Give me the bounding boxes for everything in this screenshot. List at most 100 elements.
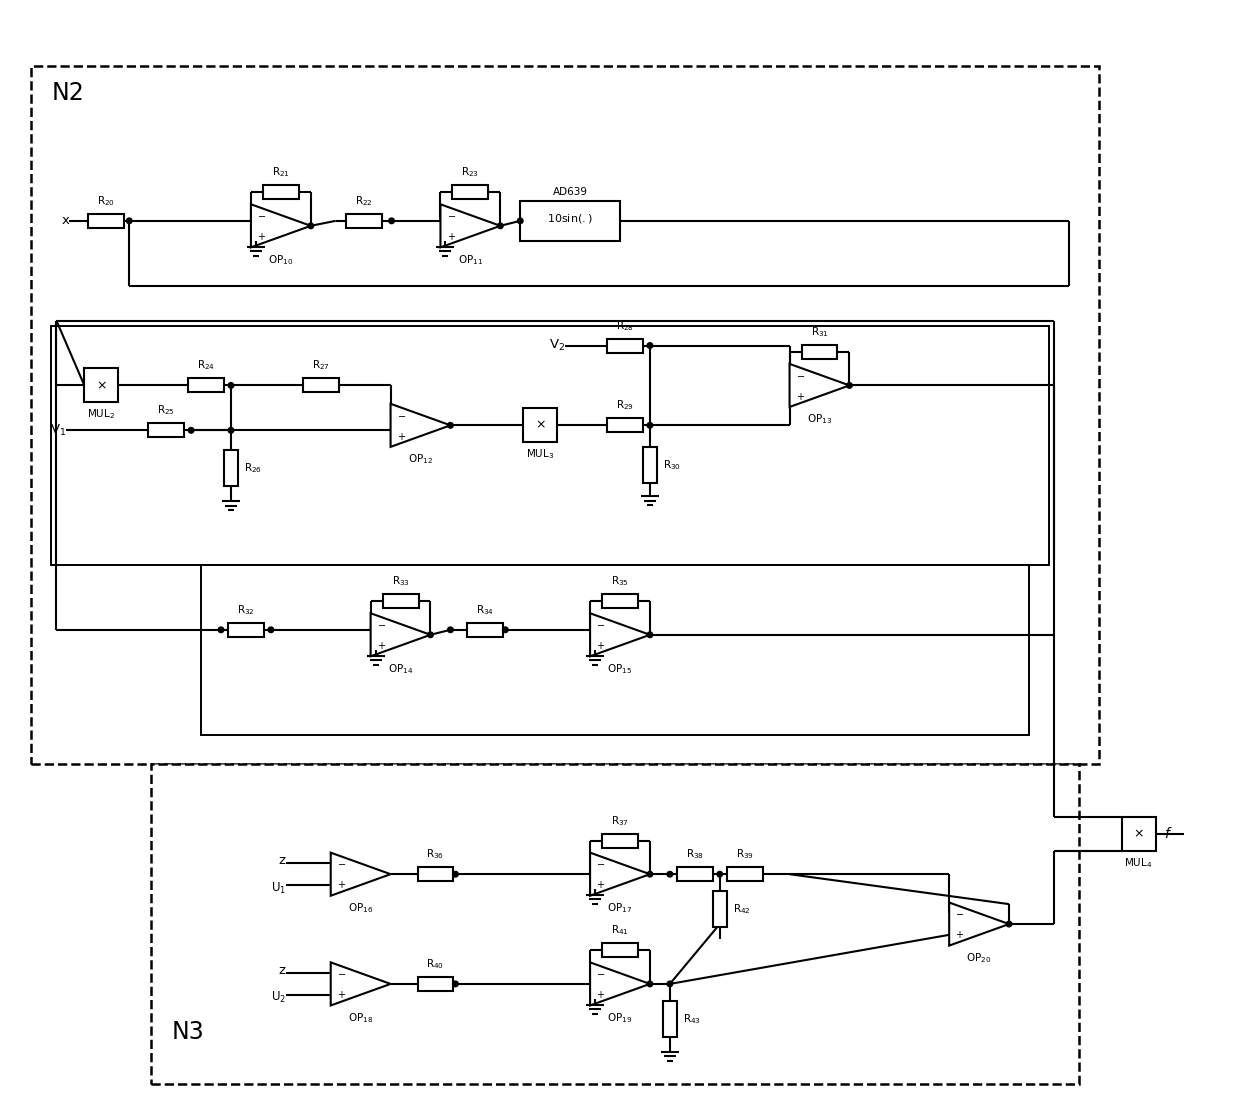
Bar bbox=[31, 66, 1099, 765]
Text: $-$: $-$ bbox=[446, 210, 456, 220]
Text: $\times$: $\times$ bbox=[1133, 828, 1145, 841]
Bar bbox=[201, 565, 1029, 735]
Circle shape bbox=[1006, 922, 1012, 927]
Text: $-$: $-$ bbox=[796, 370, 805, 380]
Circle shape bbox=[268, 627, 274, 632]
Bar bbox=[603, 594, 637, 608]
Text: R$_{38}$: R$_{38}$ bbox=[686, 848, 704, 861]
Bar bbox=[467, 623, 503, 636]
Bar bbox=[51, 326, 1049, 565]
Text: $-$: $-$ bbox=[337, 968, 346, 978]
Polygon shape bbox=[331, 853, 391, 896]
Text: R$_{24}$: R$_{24}$ bbox=[197, 359, 215, 372]
Text: R$_{34}$: R$_{34}$ bbox=[476, 603, 495, 617]
Polygon shape bbox=[440, 204, 500, 248]
Circle shape bbox=[453, 981, 459, 987]
Text: $+$: $+$ bbox=[337, 880, 346, 891]
Bar bbox=[346, 214, 382, 228]
Text: R$_{27}$: R$_{27}$ bbox=[311, 359, 330, 372]
Circle shape bbox=[647, 422, 652, 428]
Circle shape bbox=[647, 343, 652, 348]
Bar bbox=[523, 409, 557, 442]
Bar bbox=[521, 201, 620, 241]
Circle shape bbox=[389, 218, 394, 223]
Text: $10\sin(.)$: $10\sin(.)$ bbox=[547, 212, 593, 225]
Polygon shape bbox=[590, 853, 650, 896]
Text: $\times$: $\times$ bbox=[534, 419, 546, 432]
Text: z: z bbox=[279, 964, 286, 977]
Bar bbox=[418, 867, 454, 881]
Text: U$_1$: U$_1$ bbox=[270, 881, 286, 895]
Text: OP$_{10}$: OP$_{10}$ bbox=[268, 253, 294, 266]
Bar bbox=[149, 423, 184, 438]
Text: R$_{23}$: R$_{23}$ bbox=[461, 166, 480, 179]
Polygon shape bbox=[949, 903, 1009, 946]
Text: R$_{37}$: R$_{37}$ bbox=[611, 814, 629, 828]
Text: OP$_{15}$: OP$_{15}$ bbox=[608, 662, 632, 675]
Text: $+$: $+$ bbox=[596, 989, 605, 1000]
Circle shape bbox=[647, 632, 652, 638]
Text: R$_{39}$: R$_{39}$ bbox=[735, 848, 754, 861]
Text: $+$: $+$ bbox=[337, 989, 346, 1000]
Circle shape bbox=[502, 627, 508, 632]
Text: MUL$_{4}$: MUL$_{4}$ bbox=[1125, 856, 1153, 870]
Bar bbox=[727, 867, 763, 881]
Text: OP$_{20}$: OP$_{20}$ bbox=[966, 951, 992, 965]
Circle shape bbox=[647, 872, 652, 877]
Text: $+$: $+$ bbox=[596, 880, 605, 891]
Bar bbox=[1122, 818, 1156, 851]
Text: OP$_{11}$: OP$_{11}$ bbox=[458, 253, 482, 266]
Bar bbox=[677, 867, 713, 881]
Circle shape bbox=[448, 627, 454, 632]
Text: $-$: $-$ bbox=[397, 410, 405, 420]
Polygon shape bbox=[590, 613, 650, 656]
Bar bbox=[603, 833, 637, 848]
Circle shape bbox=[667, 872, 672, 877]
Circle shape bbox=[188, 428, 193, 433]
Text: R$_{28}$: R$_{28}$ bbox=[616, 318, 634, 333]
Bar bbox=[151, 765, 1079, 1084]
Text: OP$_{14}$: OP$_{14}$ bbox=[388, 662, 413, 675]
Text: $+$: $+$ bbox=[377, 640, 386, 651]
Circle shape bbox=[517, 218, 523, 223]
Text: R$_{29}$: R$_{29}$ bbox=[616, 399, 634, 412]
Bar bbox=[608, 419, 644, 432]
Circle shape bbox=[647, 981, 652, 987]
Circle shape bbox=[453, 872, 459, 877]
Text: U$_2$: U$_2$ bbox=[270, 990, 286, 1006]
Bar bbox=[453, 186, 489, 199]
Text: f: f bbox=[1163, 828, 1168, 841]
Text: $-$: $-$ bbox=[596, 859, 605, 869]
Text: R$_{42}$: R$_{42}$ bbox=[733, 902, 750, 916]
Text: V$_1$: V$_1$ bbox=[50, 423, 67, 438]
Text: R$_{30}$: R$_{30}$ bbox=[663, 459, 681, 472]
Circle shape bbox=[847, 382, 852, 388]
Text: $-$: $-$ bbox=[955, 908, 965, 918]
Text: OP$_{18}$: OP$_{18}$ bbox=[348, 1011, 373, 1024]
Text: R$_{35}$: R$_{35}$ bbox=[611, 575, 629, 588]
Polygon shape bbox=[590, 962, 650, 1006]
Polygon shape bbox=[391, 403, 450, 446]
Circle shape bbox=[218, 627, 223, 632]
Text: V$_2$: V$_2$ bbox=[549, 338, 565, 354]
Text: R$_{40}$: R$_{40}$ bbox=[427, 957, 444, 971]
Text: R$_{25}$: R$_{25}$ bbox=[157, 403, 175, 418]
Text: R$_{32}$: R$_{32}$ bbox=[237, 603, 255, 617]
Bar bbox=[713, 891, 727, 927]
Text: $+$: $+$ bbox=[446, 231, 456, 242]
Text: AD639: AD639 bbox=[553, 187, 588, 197]
Polygon shape bbox=[250, 204, 311, 248]
Text: N3: N3 bbox=[171, 1020, 203, 1044]
Text: $-$: $-$ bbox=[377, 619, 386, 629]
Circle shape bbox=[667, 981, 672, 987]
Text: R$_{20}$: R$_{20}$ bbox=[97, 194, 115, 208]
Bar bbox=[383, 594, 419, 608]
Polygon shape bbox=[331, 962, 391, 1006]
Polygon shape bbox=[371, 613, 430, 656]
Text: x: x bbox=[62, 214, 69, 228]
Text: OP$_{17}$: OP$_{17}$ bbox=[608, 902, 632, 915]
Bar bbox=[228, 623, 264, 636]
Bar bbox=[603, 944, 637, 957]
Text: OP$_{13}$: OP$_{13}$ bbox=[807, 412, 832, 427]
Text: MUL$_{2}$: MUL$_{2}$ bbox=[87, 408, 115, 421]
